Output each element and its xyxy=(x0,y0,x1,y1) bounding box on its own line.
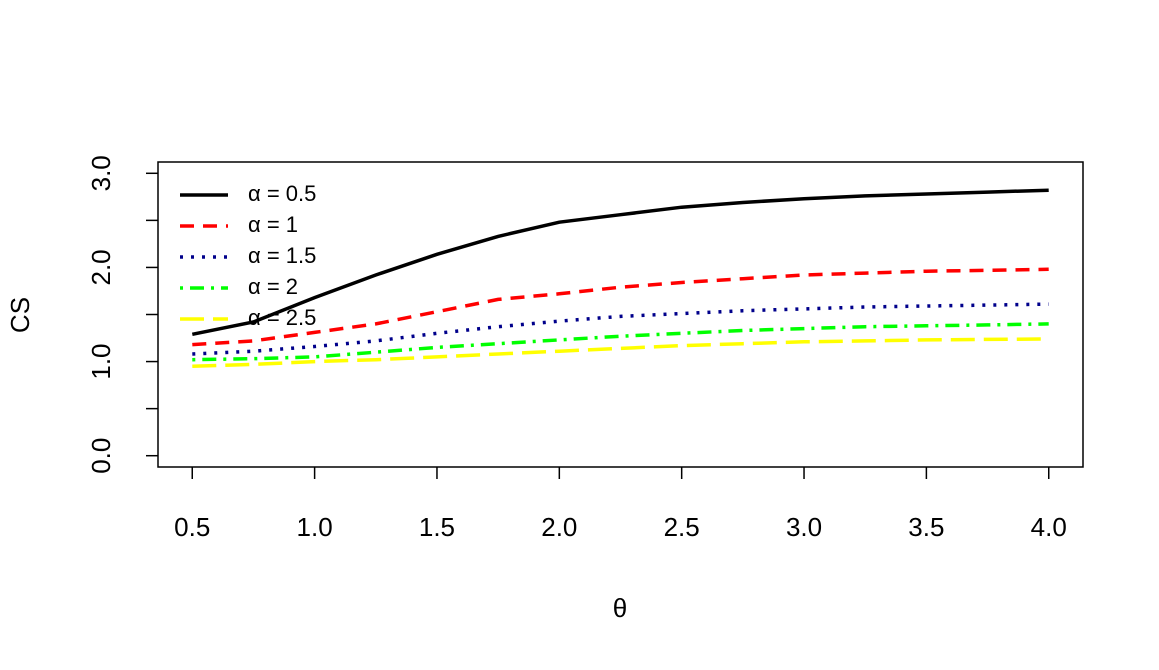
y-tick-label: 3.0 xyxy=(86,155,116,191)
x-tick-label: 1.0 xyxy=(297,512,333,542)
series-line xyxy=(192,267,1049,347)
series-line xyxy=(192,337,1049,369)
legend-label: α = 1 xyxy=(248,212,298,237)
x-tick-label: 4.0 xyxy=(1031,512,1067,542)
x-tick-label: 3.0 xyxy=(786,512,822,542)
y-tick-label: 1.0 xyxy=(86,343,116,379)
x-tick-label: 3.5 xyxy=(908,512,944,542)
y-tick-label: 2.0 xyxy=(86,249,116,285)
series-line xyxy=(191,188,1049,337)
series-line xyxy=(192,302,1049,356)
x-axis-title: θ xyxy=(613,593,627,623)
legend-label: α = 1.5 xyxy=(248,243,316,268)
x-tick-label: 2.0 xyxy=(541,512,577,542)
legend-label: α = 2 xyxy=(248,274,298,299)
y-tick-label: 0.0 xyxy=(86,438,116,474)
x-tick-label: 2.5 xyxy=(664,512,700,542)
series-line xyxy=(192,322,1049,362)
y-axis-title: CS xyxy=(5,297,35,333)
legend-label: α = 2.5 xyxy=(248,305,316,330)
x-tick-label: 1.5 xyxy=(419,512,455,542)
legend-label: α = 0.5 xyxy=(248,181,316,206)
x-tick-label: 0.5 xyxy=(174,512,210,542)
